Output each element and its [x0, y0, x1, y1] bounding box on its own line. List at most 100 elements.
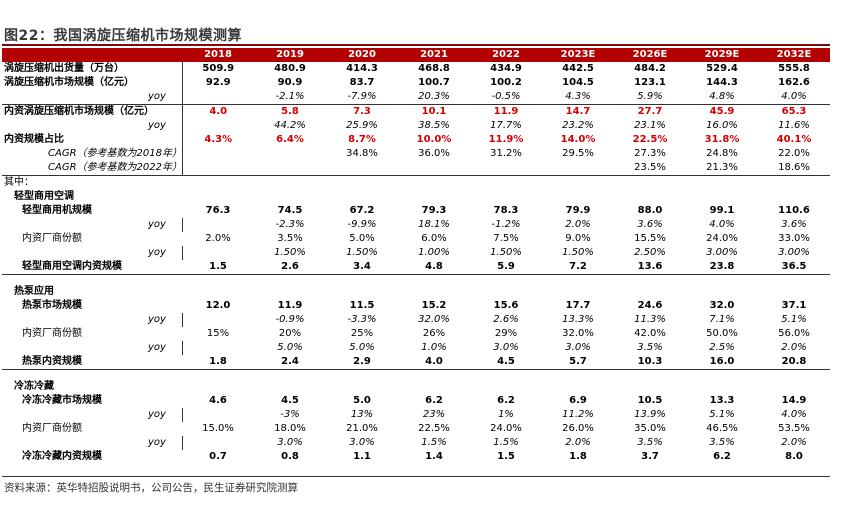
table-cell: 4.0% — [709, 219, 735, 230]
table-cell: 414.3 — [346, 63, 378, 74]
table-row: 内资厂商份额 2.0% 3.5% 5.0% 6.0% 7.5% 9.0% 15.5% 24.0%… — [2, 232, 830, 246]
table-cell: 13.6 — [614, 260, 686, 275]
table-cell: 5.9% — [614, 90, 686, 105]
table-cell: 4.5 — [281, 395, 299, 406]
table-cell: 46.5% — [706, 423, 738, 434]
table-cell: 13% — [350, 409, 374, 420]
table-cell: 15.6 — [493, 300, 519, 311]
table-cell: 15.0% — [202, 423, 234, 434]
table-cell: 23.1% — [634, 120, 666, 131]
table-cell: 4.3% — [181, 133, 254, 147]
market-size-table: 2018 2019 2020 2021 2022 2023E 2026E 202… — [2, 48, 830, 464]
header-row: 2018 2019 2020 2021 2022 2023E 2026E 202… — [2, 48, 830, 62]
table-cell — [542, 285, 614, 299]
table-cell: -9.9% — [347, 219, 377, 230]
table-cell: 5.7 — [542, 355, 614, 370]
table-cell: 14.9 — [781, 395, 807, 406]
table-cell: 4.8 — [398, 260, 470, 275]
table-cell: 123.1 — [634, 77, 666, 88]
table-cell: 1.5 — [182, 260, 254, 275]
table-row — [2, 275, 830, 286]
table-cell — [470, 380, 542, 394]
table-cell: 9.0% — [565, 233, 591, 244]
footer-divider — [2, 476, 830, 477]
table-cell: 6.2 — [497, 395, 515, 406]
table-cell: 10.0% — [416, 134, 452, 145]
table-row: yoy 1.50% 1.50% 1.00% 1.50% 1.50% 2.50% 3.00% 3.… — [2, 246, 830, 260]
row-label: 涡旋压缩机出货量（万台） — [4, 63, 124, 74]
row-label: 热泵市场规模 — [22, 300, 82, 311]
table-row: 其中： — [2, 176, 830, 191]
table-cell: 5.0% — [349, 233, 375, 244]
year-header: 2021 — [398, 48, 470, 62]
table-cell: 12.0 — [205, 300, 231, 311]
table-cell: 25.9% — [346, 120, 378, 131]
table-cell: 13.3 — [709, 395, 735, 406]
table-cell: 40.1% — [776, 134, 812, 145]
table-cell: 2.50% — [634, 247, 666, 258]
table-cell: 484.2 — [634, 63, 666, 74]
table-cell — [326, 285, 398, 299]
table-cell: -0.5% — [470, 90, 542, 105]
table-row: 涡旋压缩机出货量（万台） 509.9 480.9 414.3 468.8 434.9 442… — [2, 62, 830, 76]
table-cell — [254, 176, 326, 191]
table-cell: 36.5 — [758, 260, 830, 275]
table-cell: 26.0% — [562, 423, 594, 434]
table-row: yoy 44.2% 25.9% 38.5% 17.7% 23.2% 23.1% 16.0% 11… — [2, 119, 830, 133]
row-label: 内资厂商份额 — [22, 233, 82, 244]
table-cell: 3.6% — [781, 219, 807, 230]
table-cell: 22.5% — [418, 423, 450, 434]
table-cell: 144.3 — [706, 77, 738, 88]
table-cell: 5.9 — [470, 260, 542, 275]
row-label: 其中： — [4, 177, 34, 188]
table-cell: 3.7 — [641, 451, 659, 462]
table-cell — [686, 285, 758, 299]
table-row: 内资厂商份额 15.0% 18.0% 21.0% 22.5% 24.0% 26.0% 35.0… — [2, 422, 830, 436]
table-cell: 11.9 — [493, 106, 519, 117]
row-label: yoy — [148, 247, 166, 258]
table-cell: 31.8% — [704, 134, 740, 145]
table-cell: 90.9 — [277, 77, 303, 88]
table-cell: 162.6 — [778, 77, 810, 88]
table-cell: 74.5 — [277, 205, 303, 216]
table-cell: 10.1 — [421, 106, 447, 117]
table-cell: -7.9% — [326, 90, 398, 105]
table-cell: 22.5% — [632, 134, 668, 145]
table-cell: 2.0% — [781, 437, 807, 448]
table-cell: 23.5% — [614, 161, 686, 176]
row-label: yoy — [148, 219, 166, 230]
table-cell: 104.5 — [562, 77, 594, 88]
table-cell: 3.00% — [778, 247, 810, 258]
table-cell — [181, 218, 254, 232]
table-cell: 5.1% — [709, 409, 735, 420]
table-cell — [182, 285, 254, 299]
table-row: 轻型商用空调 — [2, 190, 830, 204]
table-cell — [686, 176, 758, 191]
table-cell: 32.0 — [709, 300, 735, 311]
table-cell: 2.9 — [326, 355, 398, 370]
table-cell: 25% — [350, 328, 374, 339]
table-cell: 88.0 — [637, 205, 663, 216]
row-label: 内资规模占比 — [4, 134, 64, 145]
table-cell: 99.1 — [709, 205, 735, 216]
table-cell: -0.9% — [275, 314, 305, 325]
table-cell: 4.0 — [398, 355, 470, 370]
table-cell: 1.5% — [493, 437, 519, 448]
table-cell: 3.6% — [637, 219, 663, 230]
table-cell: 11.9 — [277, 300, 303, 311]
table-cell — [181, 161, 254, 176]
table-cell: 1.0% — [421, 342, 447, 353]
year-header: 2022 — [470, 48, 542, 62]
table-cell: 20.8 — [758, 355, 830, 370]
table-cell: 1.4 — [425, 451, 443, 462]
table-cell — [542, 190, 614, 204]
table-cell: 1.5 — [497, 451, 515, 462]
table-cell: 3.0% — [349, 437, 375, 448]
table-cell: 3.5% — [637, 437, 663, 448]
table-cell: 4.8% — [686, 90, 758, 105]
table-cell: 2.6% — [493, 314, 519, 325]
table-cell: 24.8% — [706, 148, 738, 159]
row-label: 内资涡旋压缩机市场规模（亿元） — [4, 106, 154, 117]
table-cell — [614, 190, 686, 204]
table-row: 内资厂商份额 15% 20% 25% 26% 29% 32.0% 42.0% 50.0% 56.0… — [2, 327, 830, 341]
